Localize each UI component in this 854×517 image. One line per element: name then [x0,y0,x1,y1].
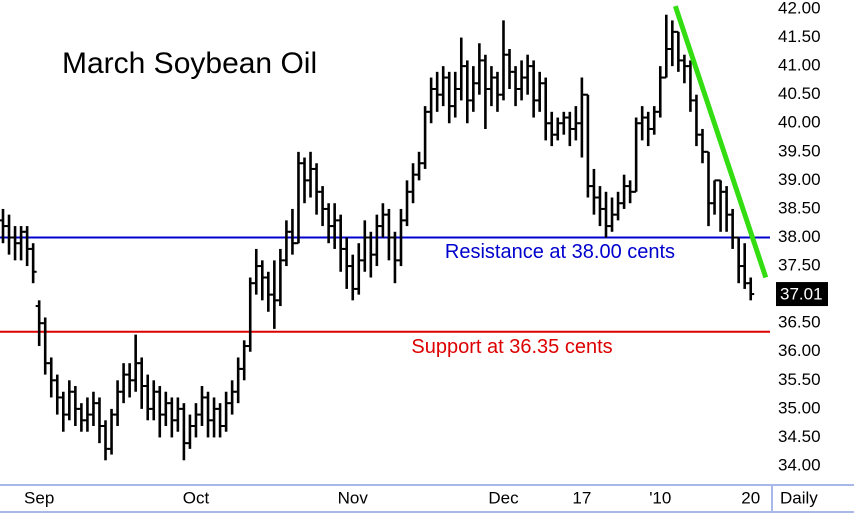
y-tick-label: 38.50 [778,198,821,217]
y-tick-label: 34.00 [778,455,821,474]
chart-title: March Soybean Oil [62,47,317,80]
y-tick-label: 35.50 [778,370,821,389]
level-label: Support at 36.35 cents [411,336,612,358]
y-tick-label: 42.00 [778,0,821,17]
trend-line [672,5,769,279]
x-tick-label: 20 [741,488,760,507]
y-tick-label: 37.50 [778,256,821,275]
y-tick-label: 35.00 [778,398,821,417]
x-tick-label: Nov [338,488,369,507]
last-price-box [776,282,828,307]
y-tick-label: 38.00 [778,227,821,246]
y-tick-label: 40.50 [778,84,821,103]
level-label: Resistance at 38.00 cents [445,241,675,263]
y-tick-label: 36.50 [778,313,821,332]
y-tick-label: 36.00 [778,341,821,360]
y-tick-label: 41.50 [778,27,821,46]
y-tick-label: 40.00 [778,113,821,132]
x-tick-label: Oct [183,488,210,507]
y-tick-label: 41.00 [778,56,821,75]
x-tick-label: Dec [488,488,519,507]
period-label: Daily [780,488,818,507]
x-tick-label: Sep [24,488,54,507]
y-tick-label: 34.50 [778,427,821,446]
x-tick-label: '10 [649,488,671,507]
y-tick-label: 39.50 [778,141,821,160]
x-tick-label: 17 [572,488,591,507]
y-tick-label: 39.00 [778,170,821,189]
last-price-label: 37.01 [780,285,823,304]
